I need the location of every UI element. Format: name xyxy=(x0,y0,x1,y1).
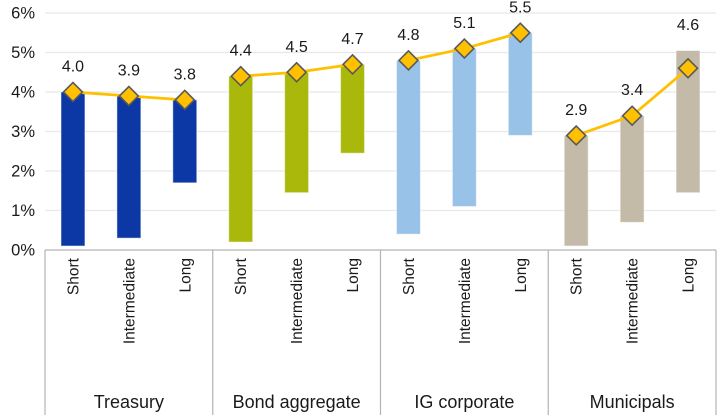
maturity-label-treasury-short: Short xyxy=(65,257,82,295)
maturity-label-ig-corporate-intermediate: Intermediate xyxy=(457,258,474,344)
data-label-bond-aggregate-intermediate: 4.5 xyxy=(286,39,308,56)
data-label-treasury-intermediate: 3.9 xyxy=(118,62,140,79)
yield-marker-ig-corporate-long xyxy=(509,22,531,44)
y-tick-label-0-: 0% xyxy=(11,242,35,260)
yield-marker-treasury-short xyxy=(62,81,84,103)
data-label-ig-corporate-short: 4.8 xyxy=(397,27,419,44)
range-bar-treasury-long xyxy=(172,99,198,184)
y-tick-label-5-: 5% xyxy=(11,44,35,62)
range-bar-treasury-short xyxy=(60,91,86,247)
yield-marker-municipals-intermediate xyxy=(621,105,643,127)
yield-marker-treasury-long xyxy=(174,89,196,111)
data-label-ig-corporate-intermediate: 5.1 xyxy=(453,15,475,32)
yield-marker-bond-aggregate-intermediate xyxy=(286,61,308,83)
group-label-municipals: Municipals xyxy=(590,392,675,412)
range-bar-municipals-intermediate xyxy=(619,115,645,223)
y-tick-label-4-: 4% xyxy=(11,84,35,102)
group-label-treasury: Treasury xyxy=(94,392,164,412)
range-bar-bond-aggregate-short xyxy=(228,75,254,243)
y-tick-label-1-: 1% xyxy=(11,202,35,220)
range-bar-ig-corporate-intermediate xyxy=(451,48,477,208)
range-bar-bond-aggregate-intermediate xyxy=(284,71,310,194)
data-label-ig-corporate-long: 5.5 xyxy=(509,0,531,16)
data-label-municipals-intermediate: 3.4 xyxy=(621,82,643,99)
yield-marker-bond-aggregate-long xyxy=(341,53,364,75)
yield-marker-ig-corporate-intermediate xyxy=(453,37,475,60)
data-label-treasury-short: 4.0 xyxy=(62,59,84,76)
data-label-bond-aggregate-short: 4.4 xyxy=(230,43,252,60)
maturity-label-bond-aggregate-intermediate: Intermediate xyxy=(289,258,306,344)
maturity-label-bond-aggregate-long: Long xyxy=(345,258,362,292)
maturity-label-treasury-long: Long xyxy=(177,258,194,292)
maturity-label-ig-corporate-short: Short xyxy=(401,257,418,295)
data-label-treasury-long: 3.8 xyxy=(174,66,196,83)
y-tick-label-6-: 6% xyxy=(11,5,35,23)
data-label-bond-aggregate-long: 4.7 xyxy=(341,31,363,48)
yield-marker-treasury-intermediate xyxy=(118,85,140,107)
group-label-bond-aggregate: Bond aggregate xyxy=(233,392,361,412)
range-bar-treasury-intermediate xyxy=(116,95,142,239)
maturity-label-treasury-intermediate: Intermediate xyxy=(121,258,138,344)
maturity-label-municipals-long: Long xyxy=(681,258,698,292)
range-bar-ig-corporate-long xyxy=(507,32,533,136)
range-bar-ig-corporate-short xyxy=(395,59,421,235)
yield-marker-ig-corporate-short xyxy=(397,49,420,72)
maturity-label-municipals-short: Short xyxy=(569,257,586,295)
yield-marker-municipals-long xyxy=(677,57,699,79)
y-tick-label-2-: 2% xyxy=(11,163,35,181)
group-label-ig-corporate: IG corporate xyxy=(414,392,514,412)
maturity-label-bond-aggregate-short: Short xyxy=(233,257,250,295)
data-label-municipals-short: 2.9 xyxy=(565,102,587,119)
yield-marker-bond-aggregate-short xyxy=(230,65,252,87)
range-bar-municipals-short xyxy=(563,134,589,247)
maturity-label-ig-corporate-long: Long xyxy=(513,258,530,292)
data-label-municipals-long: 4.6 xyxy=(677,17,699,34)
y-tick-label-3-: 3% xyxy=(11,123,35,141)
maturity-label-municipals-intermediate: Intermediate xyxy=(625,258,642,344)
range-bar-bond-aggregate-long xyxy=(340,63,366,154)
yield-marker-municipals-short xyxy=(565,124,587,147)
